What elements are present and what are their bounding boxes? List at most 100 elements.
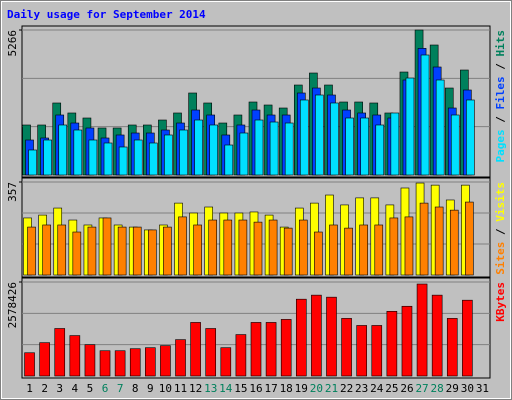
- bar: [58, 124, 68, 176]
- x-tick-label: 10: [159, 382, 172, 395]
- bar: [311, 294, 322, 377]
- bar: [129, 348, 141, 377]
- legend-entry: Visits: [494, 182, 507, 222]
- bar: [99, 350, 111, 377]
- x-tick-label: 27: [415, 382, 428, 395]
- bar: [132, 226, 142, 276]
- bar: [72, 231, 82, 276]
- bar: [102, 217, 112, 276]
- bar: [449, 209, 459, 276]
- bar: [238, 219, 248, 276]
- bar: [390, 112, 400, 176]
- bar: [329, 224, 338, 276]
- legend-entry: Hits: [494, 30, 507, 57]
- bar: [344, 227, 353, 276]
- bar: [315, 94, 324, 176]
- bar: [39, 342, 50, 377]
- x-tick-label: 25: [385, 382, 398, 395]
- x-tick-label: 18: [280, 382, 293, 395]
- bar: [434, 206, 444, 276]
- legend-separator: /: [494, 110, 507, 130]
- bar: [239, 132, 249, 176]
- x-tick-label: 11: [174, 382, 187, 395]
- bar: [356, 325, 367, 377]
- y-tick-label: 357: [6, 182, 19, 202]
- x-tick-label: 16: [249, 382, 262, 395]
- bar: [345, 117, 354, 176]
- x-tick-label: 1: [26, 382, 33, 395]
- bar: [118, 146, 128, 176]
- bar: [326, 296, 337, 377]
- bar: [250, 322, 262, 377]
- legend-entry: Pages: [494, 129, 507, 162]
- bar: [223, 219, 233, 276]
- x-tick-label: 6: [102, 382, 109, 395]
- bar: [148, 229, 157, 276]
- bar: [54, 328, 66, 377]
- legend: Sites / Visits: [494, 182, 507, 275]
- bar: [114, 350, 126, 377]
- bar: [265, 322, 277, 377]
- x-tick-label: 29: [446, 382, 459, 395]
- bar: [419, 202, 429, 276]
- bar: [28, 149, 37, 176]
- bar: [163, 226, 172, 276]
- legend-separator: /: [494, 222, 507, 242]
- x-tick-label: 2: [41, 382, 48, 395]
- legend: KBytes: [494, 282, 507, 322]
- bar: [405, 77, 415, 176]
- bar: [280, 319, 292, 377]
- bar: [314, 231, 323, 276]
- bar: [462, 299, 473, 377]
- x-tick-label: 4: [72, 382, 79, 395]
- bar: [220, 347, 232, 377]
- x-tick-label: 20: [310, 382, 323, 395]
- bar: [420, 54, 430, 176]
- bar: [145, 347, 156, 377]
- bar: [193, 224, 202, 276]
- y-tick-label: 5266: [6, 30, 19, 57]
- bar: [164, 134, 173, 176]
- bar: [466, 99, 475, 176]
- bar: [27, 226, 36, 276]
- bar: [416, 283, 428, 377]
- legend-entry: Files: [494, 76, 507, 109]
- bar: [69, 335, 81, 377]
- bar: [283, 227, 293, 276]
- bar: [375, 124, 385, 176]
- x-tick-label: 9: [147, 382, 154, 395]
- x-tick-label: 12: [189, 382, 202, 395]
- bar: [84, 344, 96, 377]
- chart-title: Daily usage for September 2014: [7, 8, 206, 21]
- x-tick-label: 5: [87, 382, 94, 395]
- x-tick-label: 3: [56, 382, 63, 395]
- bar: [254, 119, 264, 176]
- x-tick-label: 24: [370, 382, 384, 395]
- bar: [178, 216, 187, 276]
- x-tick-label: 8: [132, 382, 139, 395]
- bar: [133, 139, 143, 176]
- bar: [117, 226, 127, 276]
- bar: [299, 99, 309, 176]
- bar: [371, 325, 383, 377]
- bar: [253, 221, 263, 276]
- legend-entry: KBytes: [494, 282, 507, 322]
- bar: [160, 345, 171, 377]
- bar: [298, 219, 308, 276]
- x-tick-label: 23: [355, 382, 368, 395]
- bar: [209, 124, 219, 176]
- x-tick-label: 7: [117, 382, 124, 395]
- x-tick-label: 19: [295, 382, 308, 395]
- bar: [389, 217, 399, 276]
- bar: [359, 224, 368, 276]
- x-tick-label: 17: [264, 382, 277, 395]
- bar: [208, 219, 218, 276]
- legend: Pages / Files / Hits: [494, 30, 507, 163]
- y-tick-label: 2578426: [6, 282, 19, 328]
- bar: [42, 224, 51, 276]
- x-tick-label: 28: [431, 382, 444, 395]
- bar: [205, 328, 217, 377]
- legend-separator: /: [494, 57, 507, 77]
- bar: [341, 318, 352, 377]
